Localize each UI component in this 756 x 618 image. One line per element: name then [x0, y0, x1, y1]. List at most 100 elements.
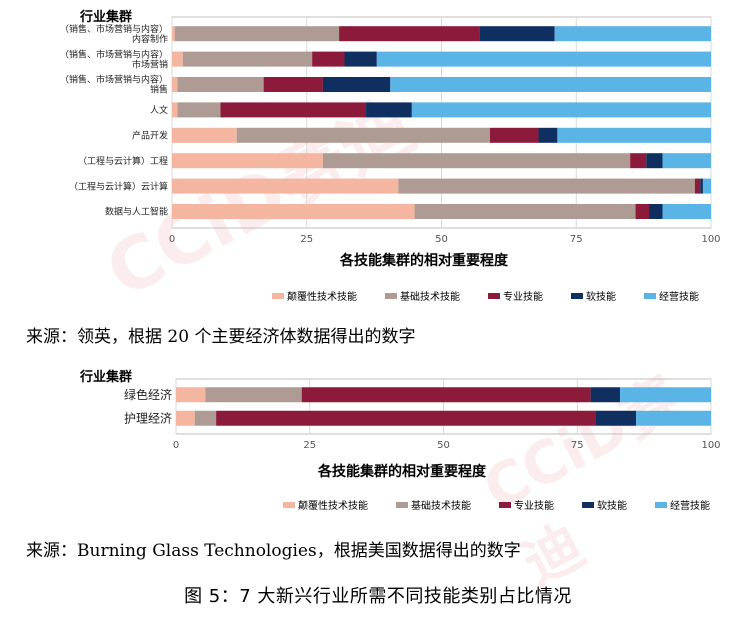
bar-segment	[312, 51, 345, 67]
legend-label: 软技能	[586, 292, 616, 303]
bar-segment	[174, 26, 340, 42]
category-label: （销售、市场营销与内容）	[60, 23, 168, 35]
bar-segment	[194, 410, 217, 426]
legend-item-business: 经营技能	[644, 288, 699, 303]
bar-segment	[630, 153, 647, 169]
bar-segment	[216, 410, 596, 426]
legend-item-business: 经营技能	[655, 497, 710, 512]
legend-swatch	[272, 292, 284, 299]
legend-swatch	[499, 501, 511, 508]
figure-caption: 图 5：7 大新兴行业所需不同技能类别占比情况	[184, 586, 572, 607]
x-tick-label: 25	[303, 440, 316, 451]
legend-item-basic: 基础技术技能	[396, 497, 471, 512]
category-label: 护理经济	[124, 410, 172, 425]
bar-segment	[205, 387, 302, 403]
legend-swatch	[283, 501, 295, 508]
category-label: （工程与云计算）工程	[78, 155, 168, 167]
bar-segment	[177, 102, 221, 118]
bar-segment	[702, 178, 711, 194]
bar-segment	[414, 204, 636, 219]
bar-segment	[662, 153, 711, 169]
chart2-source-note: 来源：Burning Glass Technologies，根据美国数据得出的数…	[26, 541, 521, 561]
bar-segment	[398, 178, 695, 194]
bar-segment	[172, 204, 415, 219]
chart1-source-note: 来源：领英，根据 20 个主要经济体数据得出的数字	[26, 327, 416, 347]
legend-label: 基础技术技能	[411, 501, 471, 512]
bar-segment	[636, 410, 711, 426]
legend-swatch	[396, 501, 408, 508]
category-label: 绿色经济	[124, 387, 172, 402]
legend-label: 专业技能	[503, 292, 543, 303]
chart1-legend: 颠覆性技术技能 基础技术技能 专业技能 软技能 经营技能	[272, 288, 727, 303]
bar-segment	[554, 26, 711, 42]
bar-segment	[172, 153, 323, 169]
bar-segment	[649, 204, 663, 219]
legend-item-disruptive: 颠覆性技术技能	[272, 288, 357, 303]
bar-segment	[176, 387, 206, 403]
bar-segment	[182, 51, 313, 67]
bar-segment	[322, 153, 631, 169]
legend-label: 经营技能	[670, 501, 710, 512]
x-tick-label: 100	[701, 234, 720, 245]
x-tick-label: 25	[300, 234, 313, 245]
category-label: 内容制作	[132, 33, 168, 45]
bar-segment	[177, 77, 264, 92]
bar-segment	[662, 204, 711, 219]
category-label: （销售、市场营销与内容）	[60, 48, 168, 60]
legend-swatch	[488, 292, 500, 299]
bar-segment	[176, 410, 195, 426]
x-tick-label: 50	[435, 234, 448, 245]
bar-segment	[620, 387, 711, 403]
legend-label: 经营技能	[659, 292, 699, 303]
category-label: （销售、市场营销与内容）	[60, 74, 168, 86]
legend-item-specialized: 专业技能	[488, 288, 543, 303]
x-tick-label: 0	[173, 440, 179, 451]
legend-item-soft: 软技能	[582, 497, 627, 512]
bar-segment	[376, 51, 711, 67]
legend-swatch	[655, 501, 667, 508]
bar-segment	[700, 178, 703, 194]
bar-segment	[236, 127, 491, 143]
chart1-x-axis-title: 各技能集群的相对重要程度	[340, 253, 508, 269]
category-label: 市场营销	[132, 58, 168, 70]
bar-segment	[590, 387, 621, 403]
bar-segment	[172, 102, 178, 118]
chart1-plot: 0 25 50 75 100（销售、市场营销与内容）内容制作（销售、市场营销与内容）市场…	[60, 16, 721, 245]
chart2-x-axis-title: 各技能集群的相对重要程度	[318, 464, 486, 480]
bar-segment	[263, 77, 323, 92]
legend-item-disruptive: 颠覆性技术技能	[283, 497, 368, 512]
legend-swatch	[385, 292, 397, 299]
bar-segment	[557, 127, 711, 143]
x-tick-label: 75	[571, 440, 584, 451]
bar-segment	[538, 127, 558, 143]
legend-swatch	[571, 292, 583, 299]
bar-segment	[322, 77, 391, 92]
x-tick-label: 100	[701, 440, 720, 451]
x-tick-label: 50	[437, 440, 450, 451]
category-label: 销售	[150, 84, 168, 96]
category-label: 人文	[150, 104, 168, 116]
legend-label: 软技能	[597, 501, 627, 512]
bar-segment	[339, 26, 480, 42]
legend-item-basic: 基础技术技能	[385, 288, 460, 303]
bar-segment	[490, 127, 539, 143]
bar-segment	[172, 178, 399, 194]
legend-label: 颠覆性技术技能	[298, 501, 368, 512]
legend-swatch	[582, 501, 594, 508]
bar-segment	[635, 204, 650, 219]
legend-label: 颠覆性技术技能	[287, 292, 357, 303]
bar-segment	[344, 51, 377, 67]
x-tick-label: 75	[570, 234, 583, 245]
bar-segment	[172, 51, 183, 67]
chart2-y-axis-title: 行业集群	[80, 370, 133, 385]
legend-swatch	[644, 292, 656, 299]
bar-segment	[220, 102, 367, 118]
category-label: 数据与人工智能	[105, 206, 168, 218]
legend-item-specialized: 专业技能	[499, 497, 554, 512]
legend-label: 专业技能	[514, 501, 554, 512]
bar-segment	[301, 387, 591, 403]
bar-segment	[366, 102, 412, 118]
bar-segment	[411, 102, 711, 118]
legend-label: 基础技术技能	[400, 292, 460, 303]
